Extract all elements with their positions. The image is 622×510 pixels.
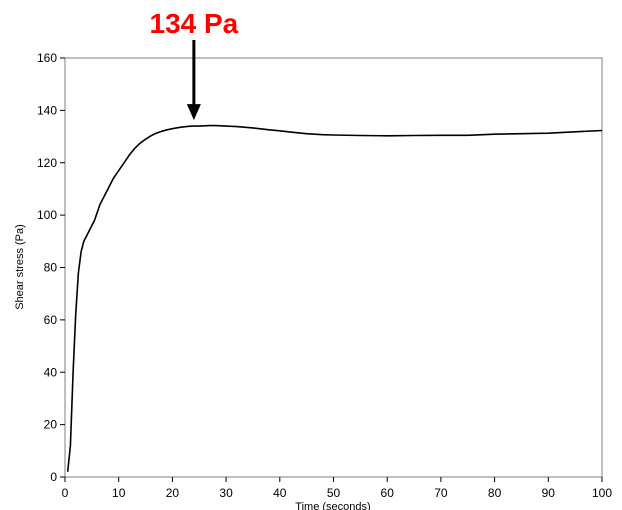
y-tick-label: 20 [44, 418, 58, 432]
x-tick-label: 10 [112, 486, 126, 500]
y-tick-label: 0 [50, 470, 57, 484]
x-axis: 0 10 20 30 40 50 60 70 80 90 100 [62, 477, 612, 500]
x-axis-label: Time (seconds) [295, 501, 370, 510]
x-tick-label: 20 [166, 486, 180, 500]
x-tick-label: 90 [542, 486, 556, 500]
series-line [66, 124, 603, 472]
annotation-arrow-head [186, 104, 201, 121]
x-tick-label: 40 [273, 486, 287, 500]
annotation-label: 134 Pa [150, 8, 239, 39]
x-tick-label: 30 [219, 486, 233, 500]
y-tick-label: 100 [37, 208, 57, 222]
x-tick-label: 0 [62, 486, 69, 500]
plot-area-frame [64, 57, 603, 478]
y-tick-label: 140 [37, 103, 57, 117]
x-tick-label: 50 [327, 486, 341, 500]
y-tick-label: 40 [44, 365, 58, 379]
x-tick-label: 100 [592, 486, 612, 500]
y-tick-label: 120 [37, 156, 57, 170]
y-axis-label: Shear stress (Pa) [14, 224, 26, 310]
x-tick-label: 60 [381, 486, 395, 500]
y-axis: 0 20 40 60 80 100 120 140 160 [37, 51, 65, 484]
x-tick-label: 80 [488, 486, 502, 500]
annotations: 134 Pa [150, 8, 239, 121]
x-tick-label: 70 [434, 486, 448, 500]
y-tick-label: 80 [44, 261, 58, 275]
y-tick-label: 60 [44, 313, 58, 327]
y-tick-label: 160 [37, 51, 57, 65]
